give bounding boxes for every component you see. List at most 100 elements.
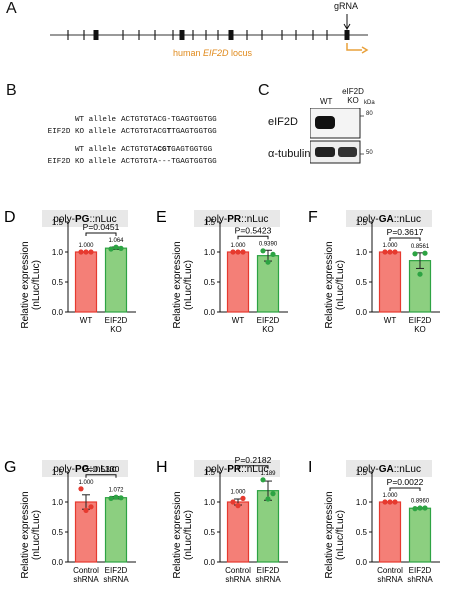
bar-value-label: 1.000: [382, 243, 398, 249]
bar: [74, 251, 98, 313]
data-point: [240, 249, 246, 255]
gene-locus-diagram: [50, 14, 369, 54]
y-tick-label: 0.0: [204, 308, 216, 317]
y-tick-label: 0.0: [204, 558, 216, 567]
significance-bracket: [237, 465, 269, 469]
data-point: [412, 506, 418, 512]
significance-bracket: [85, 474, 117, 478]
bar: [226, 501, 250, 563]
allele-name: EIF2D KO allele: [47, 128, 116, 136]
grna-pointer-head: [343, 23, 351, 30]
western-blot: [310, 108, 364, 164]
y-tick-label: 0.5: [356, 528, 368, 537]
allele-seq: ACTGTGTACG-TGAGTGGTGG: [121, 116, 217, 124]
y-tick-label: 0.5: [204, 278, 216, 287]
y-tick-label: 1.0: [52, 248, 64, 257]
data-point: [83, 249, 89, 255]
x-category-label: EIF2D: [105, 316, 128, 325]
data-point: [83, 507, 89, 513]
p-value-label: P=0.0451: [83, 222, 120, 232]
panel-label: I: [308, 459, 312, 476]
p-value-label: P=0.3617: [387, 227, 424, 237]
y-tick-label: 1.0: [52, 498, 64, 507]
allele-seq: ACTGTGTA---TGAGTGGTGG: [121, 158, 217, 166]
data-point: [260, 477, 266, 483]
bar-value-label: 0.9390: [259, 241, 278, 247]
y-axis-label: (nLuc/fLuc): [335, 260, 346, 310]
p-value-label: P=0.5330: [83, 464, 120, 474]
x-category-label: shRNA: [73, 575, 99, 584]
data-point: [78, 486, 84, 492]
data-point: [265, 259, 271, 265]
chart-title: poly-PR::nLuc: [206, 214, 269, 225]
blot-row-label-tubulin: α-tubulin: [268, 148, 311, 160]
y-tick-label: 1.5: [52, 218, 64, 227]
bar-value-label: 1.189: [260, 471, 276, 477]
y-tick-label: 1.0: [204, 248, 216, 257]
chart-title: poly-GA::nLuc: [357, 214, 421, 225]
chart-title-box: [346, 460, 432, 477]
mw-label-50: 50: [366, 150, 373, 156]
panel-label: E: [156, 209, 167, 226]
y-axis-label: (nLuc/fLuc): [183, 510, 194, 560]
data-point: [118, 245, 124, 251]
chart-title-box: [42, 210, 128, 227]
blot-row-label-eif2d: eIF2D: [268, 116, 298, 128]
chart-title-box: [194, 210, 280, 227]
band-tubulin-ko: [338, 147, 357, 157]
panel-label-a: A: [6, 0, 17, 17]
bar: [226, 251, 250, 313]
data-point: [422, 505, 428, 511]
data-point: [270, 491, 276, 497]
panel-label-c: C: [258, 82, 270, 99]
y-axis-label: (nLuc/fLuc): [31, 510, 42, 560]
data-point: [113, 244, 119, 250]
band-tubulin-wt: [315, 147, 335, 157]
mw-label-80: 80: [366, 111, 373, 117]
data-point: [392, 499, 398, 505]
bar-value-label: 1.000: [78, 243, 94, 249]
exon-mark: [179, 30, 185, 40]
data-point: [235, 503, 241, 509]
lane-label-ko: eIF2D KO: [342, 87, 364, 105]
panel-label: G: [4, 459, 16, 476]
lane-label-wt: WT: [320, 97, 333, 106]
y-tick-label: 1.5: [52, 468, 64, 477]
x-category-label: Control: [377, 566, 403, 575]
bar: [104, 247, 128, 313]
data-point: [382, 499, 388, 505]
data-point: [387, 249, 393, 255]
data-point: [78, 249, 84, 255]
x-category-label: KO: [262, 325, 274, 334]
data-point: [382, 249, 388, 255]
data-point: [260, 248, 266, 254]
data-point: [118, 495, 124, 501]
y-tick-label: 1.0: [356, 498, 368, 507]
data-point: [113, 494, 119, 500]
grna-label: gRNA: [334, 1, 359, 11]
allele-seq: ACTGTGTACGTTGAGTGGTGG: [121, 128, 217, 136]
x-category-label: Control: [225, 566, 251, 575]
y-tick-label: 1.0: [356, 248, 368, 257]
exon-mark: [228, 30, 234, 40]
p-value-label: P=0.2182: [235, 455, 272, 465]
allele-name: EIF2D KO allele: [47, 158, 116, 166]
locus-label: human EIF2D locus: [173, 48, 253, 58]
exon-mark: [93, 30, 99, 40]
y-tick-label: 0.5: [52, 528, 64, 537]
y-axis-label: (nLuc/fLuc): [31, 260, 42, 310]
data-point: [108, 246, 114, 252]
data-point: [422, 250, 428, 256]
exon-marks: [67, 30, 350, 40]
chart-title: poly-PG::nLuc: [53, 214, 116, 225]
significance-bracket: [237, 235, 269, 240]
x-category-label: WT: [80, 316, 93, 325]
bar-value-label: 1.072: [108, 487, 124, 493]
data-point: [392, 249, 398, 255]
data-point: [387, 499, 393, 505]
